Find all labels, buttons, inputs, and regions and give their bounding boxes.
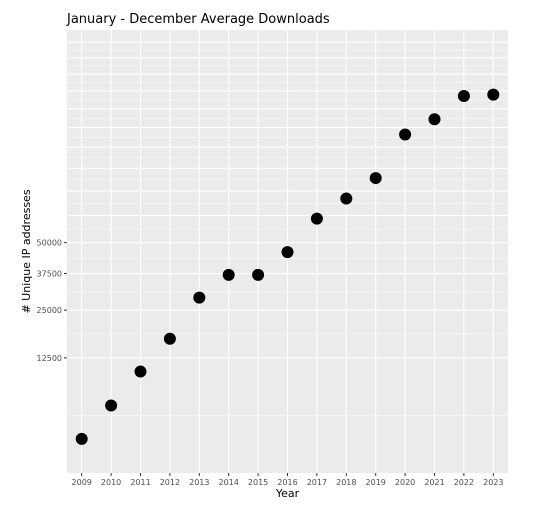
y-axis: 12500 25000 37500 50000 [37, 239, 67, 363]
x-tick-label: 2010 [101, 478, 121, 487]
data-point [134, 365, 147, 378]
grid-major [67, 30, 508, 473]
x-tick-label: 2016 [277, 478, 297, 487]
data-point [75, 432, 88, 445]
x-axis: 2009 2010 2011 2012 2013 2014 2015 2016 2017 2018… [72, 473, 503, 487]
x-tick-label: 2015 [248, 478, 268, 487]
x-tick-label: 2014 [219, 478, 239, 487]
data-point [105, 399, 118, 412]
x-tick-label: 2013 [189, 478, 209, 487]
x-tick-label: 2022 [454, 478, 474, 487]
data-point [193, 291, 206, 304]
data-point [457, 89, 470, 102]
x-tick-label: 2011 [130, 478, 150, 487]
x-axis-title: Year [275, 487, 300, 500]
x-tick-label: 2019 [366, 478, 386, 487]
data-point [399, 128, 412, 141]
data-point [340, 192, 353, 205]
y-tick-label: 25000 [37, 306, 62, 315]
x-tick-label: 2017 [307, 478, 327, 487]
data-point [252, 268, 265, 281]
chart-title: January - December Average Downloads [66, 12, 330, 27]
y-tick-label: 37500 [37, 270, 62, 279]
data-point [310, 212, 323, 225]
x-tick-label: 2021 [424, 478, 444, 487]
y-axis-title: # Unique IP addresses [20, 189, 33, 313]
data-point [428, 113, 441, 126]
data-point [369, 172, 382, 185]
data-points [75, 88, 500, 445]
x-tick-label: 2020 [395, 478, 415, 487]
data-point [281, 246, 294, 259]
x-tick-label: 2012 [160, 478, 180, 487]
data-point [487, 88, 500, 101]
y-tick-label: 50000 [37, 239, 62, 248]
x-tick-label: 2023 [483, 478, 503, 487]
x-tick-label: 2018 [336, 478, 356, 487]
y-tick-label: 12500 [37, 354, 62, 363]
data-point [163, 332, 176, 345]
x-tick-label: 2009 [72, 478, 92, 487]
data-point [222, 268, 235, 281]
